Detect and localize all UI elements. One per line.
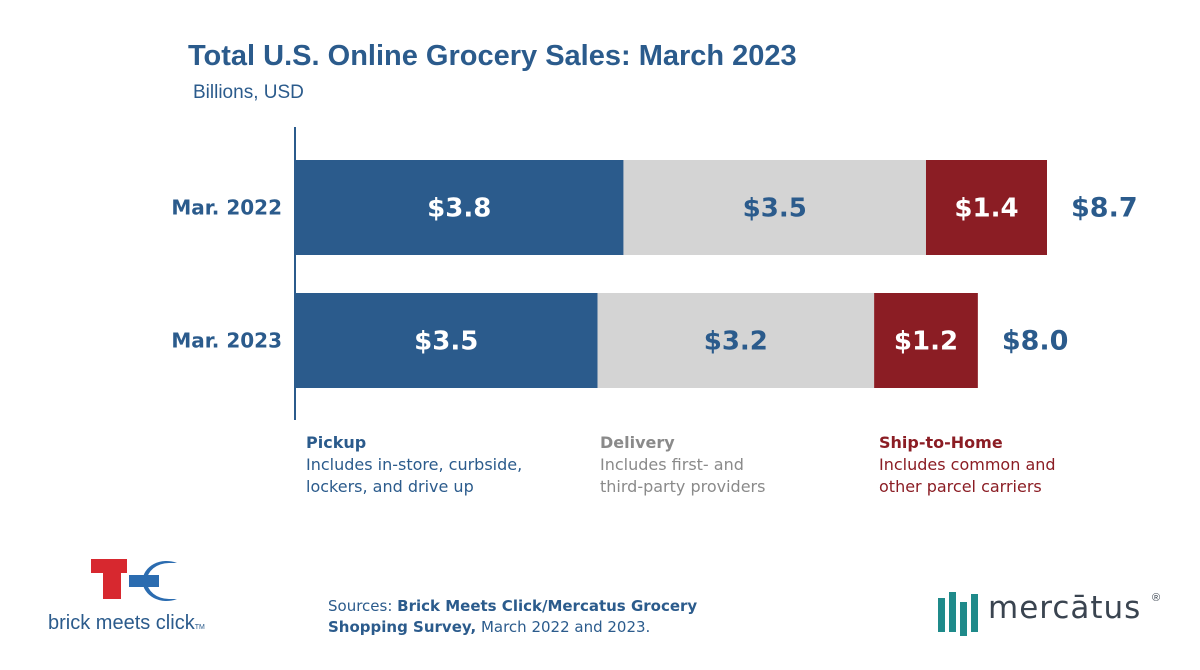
sources-bold-2: Shopping Survey, — [328, 618, 477, 636]
legend-delivery: Delivery Includes first- and third-party… — [600, 432, 765, 498]
stacked-bar-chart: Mar. 2022 $3.8 $3.5 $1.4 $8.7 Mar. 2023 $3.5 $3… — [171, 127, 1138, 420]
chart-title: Total U.S. Online Grocery Sales: March 2… — [188, 40, 797, 72]
sources-bold-1: Brick Meets Click/Mercatus Grocery — [397, 597, 698, 615]
data-label: $1.4 — [954, 194, 1018, 224]
bar-segment-ship-to-home — [874, 293, 978, 388]
chart-subtitle: Billions, USD — [193, 82, 304, 103]
mercatus-wordmark: mercātus — [988, 590, 1142, 626]
bmc-tm: TM — [194, 624, 205, 631]
bmc-wordmark-text: brick meets click — [48, 612, 195, 634]
legend-delivery-line-2: third-party providers — [600, 477, 766, 496]
data-label: $1.2 — [894, 327, 958, 357]
mercatus-logo-icon — [938, 592, 978, 636]
legend-ship-line-1: Includes common and — [879, 455, 1056, 474]
sources-prefix: Sources: — [328, 597, 398, 615]
total-label: $8.7 — [1071, 193, 1138, 224]
category-label: Mar. 2023 — [171, 329, 282, 353]
category-label: Mar. 2022 — [171, 196, 282, 220]
data-label: $3.8 — [427, 194, 491, 224]
data-label: $3.5 — [414, 327, 478, 357]
legend-ship-to-home: Ship-to-Home Includes common and other p… — [879, 432, 1056, 498]
legend-ship-title: Ship-to-Home — [879, 433, 1003, 452]
sources-note: Sources: Brick Meets Click/Mercatus Groc… — [328, 596, 697, 638]
bar-segment-pickup — [295, 293, 598, 388]
bar-segment-delivery — [597, 293, 875, 388]
legend-pickup: Pickup Includes in-store, curbside, lock… — [306, 432, 522, 498]
legend-ship-line-2: other parcel carriers — [879, 477, 1042, 496]
brick-meets-click-logo-icon — [91, 559, 177, 601]
legend-pickup-title: Pickup — [306, 433, 367, 452]
legend-pickup-line-1: Includes in-store, curbside, — [306, 455, 523, 474]
bar-segment-delivery — [623, 160, 926, 255]
data-label: $3.2 — [704, 327, 768, 357]
bar-segment-pickup — [295, 160, 624, 255]
legend-delivery-title: Delivery — [600, 433, 675, 452]
legend-delivery-line-1: Includes first- and — [600, 455, 744, 474]
total-label: $8.0 — [1002, 326, 1069, 357]
sources-rest: March 2022 and 2023. — [476, 618, 651, 636]
mercatus-registered-mark: ® — [1152, 592, 1161, 604]
legend-pickup-line-2: lockers, and drive up — [306, 477, 474, 496]
bar-segment-ship-to-home — [925, 160, 1047, 255]
bmc-wordmark: brick meets clickTM — [48, 612, 205, 635]
data-label: $3.5 — [743, 194, 807, 224]
